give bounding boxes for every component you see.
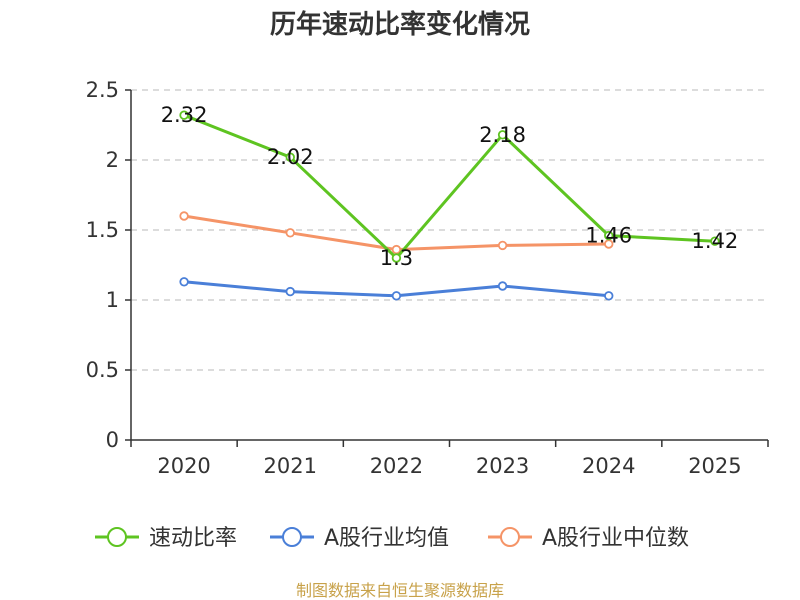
- y-tick-label: 1.5: [86, 218, 119, 242]
- series-line: [183, 214, 609, 252]
- x-tick-label: 2020: [157, 454, 210, 478]
- y-tick-label: 1: [106, 288, 119, 312]
- data-label: 2.32: [161, 103, 208, 127]
- y-tick-label: 0: [106, 428, 119, 452]
- data-point: [285, 152, 295, 162]
- y-tick-label: 0.5: [86, 358, 119, 382]
- data-point: [497, 130, 508, 140]
- grid-layer: [131, 89, 768, 371]
- x-tick-label: 2025: [688, 454, 741, 478]
- label-layer: 2.32 2.02 1.3 2.18 1.46 1.42: [161, 103, 739, 270]
- axis-layer: 0 0.5 1 1.5 2 2.5 2020 2021 2022 2023 2024 2025: [86, 78, 769, 478]
- series-line: [183, 113, 715, 260]
- source-note: 制图数据来自恒生聚源数据库: [296, 581, 504, 600]
- data-label: 1.3: [380, 246, 413, 270]
- data-point: [179, 211, 189, 221]
- x-tick-label: 2023: [476, 454, 529, 478]
- data-point: [391, 253, 402, 263]
- data-label: 2.18: [479, 123, 526, 147]
- data-point: [179, 277, 189, 287]
- legend-swatch-marker: [107, 527, 127, 547]
- data-point: [497, 281, 508, 291]
- data-point: [391, 291, 402, 301]
- chart-title: 历年速动比率变化情况: [270, 9, 530, 40]
- x-tick-label: 2022: [370, 454, 423, 478]
- legend-label: 速动比率: [149, 526, 237, 551]
- legend-label: A股行业均值: [324, 526, 449, 551]
- data-point: [285, 286, 295, 297]
- y-tick-label: 2.5: [86, 78, 119, 102]
- data-label: 2.02: [267, 145, 314, 169]
- x-tick-label: 2021: [264, 454, 317, 478]
- legend-label: A股行业中位数: [542, 526, 689, 551]
- data-point: [604, 291, 614, 301]
- legend-swatch-marker: [500, 527, 520, 547]
- x-tick-label: 2024: [582, 454, 635, 478]
- data-point: [497, 240, 508, 251]
- series-layer: [179, 110, 720, 301]
- data-label: 1.46: [585, 224, 632, 248]
- data-point: [285, 228, 295, 238]
- data-point: [710, 236, 720, 246]
- data-label: 1.42: [692, 229, 739, 253]
- data-point: [179, 110, 189, 120]
- legend: 速动比率 A股行业均值 A股行业中位数: [95, 526, 689, 551]
- y-tick-label: 2: [106, 148, 119, 172]
- data-point: [604, 230, 614, 241]
- legend-swatch-marker: [282, 527, 302, 547]
